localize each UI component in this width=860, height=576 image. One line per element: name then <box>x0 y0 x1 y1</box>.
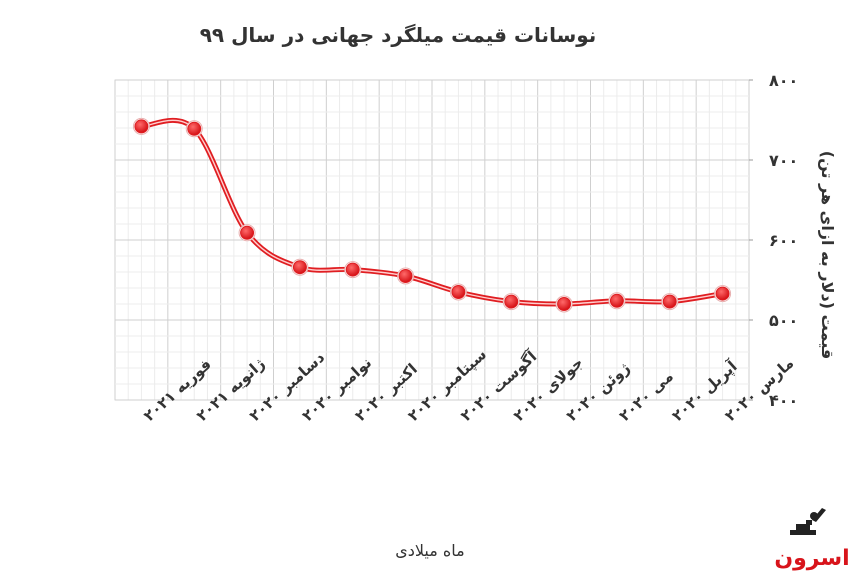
y-axis-label: قیمت (دلار به ازای هر تن) <box>818 151 837 360</box>
data-point <box>451 285 466 299</box>
y-tick-label: ۵۰۰ <box>769 311 798 330</box>
y-tick-label: ۷۰۰ <box>769 151 798 170</box>
y-tick-label: ۸۰۰ <box>769 71 798 90</box>
data-point <box>345 262 360 277</box>
series-line <box>132 117 732 313</box>
chart-title: نوسانات قیمت میلگرد جهانی در سال ۹۹ <box>200 23 597 47</box>
x-axis-label: ماه میلادی <box>395 541 465 560</box>
data-point <box>662 294 677 309</box>
data-point <box>504 294 519 309</box>
y-tick-label: ۴۰۰ <box>769 391 798 410</box>
data-point <box>609 293 624 308</box>
blacksmith-icon <box>790 508 826 535</box>
y-tick-label: ۶۰۰ <box>769 231 798 250</box>
data-point <box>715 286 730 301</box>
data-point <box>557 297 572 311</box>
data-point <box>187 121 202 136</box>
y-ticks: ۴۰۰ ۵۰۰ ۶۰۰ ۷۰۰ ۸۰۰ <box>749 71 798 410</box>
data-point <box>292 260 307 275</box>
gridlines <box>114 79 750 401</box>
logo-wordmark: اسرون <box>774 546 849 571</box>
data-point <box>398 269 413 283</box>
data-point <box>240 225 255 240</box>
asroon-logo: اسرون <box>774 508 850 571</box>
data-point <box>134 119 149 134</box>
